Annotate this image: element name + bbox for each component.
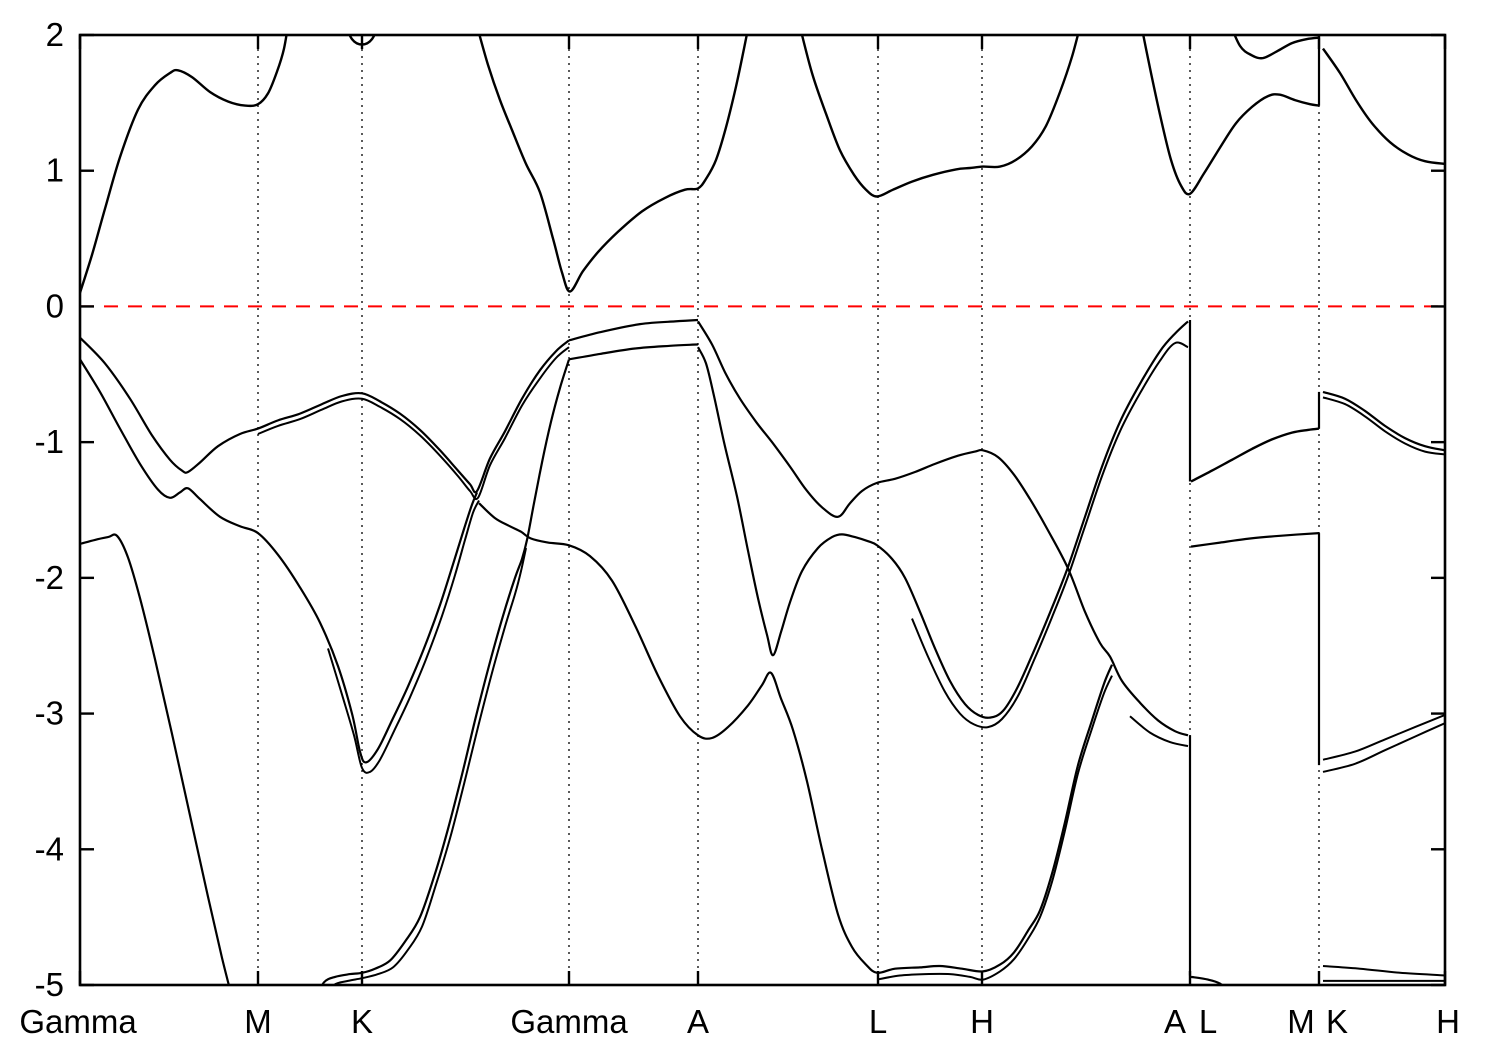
band-valence-bottom-mk-riser-b [332,547,527,985]
band-curves [80,35,1445,985]
k-label-a: A [687,1003,709,1040]
band-panel2-valence-top [1190,427,1320,483]
band-conduction-gamma2-a [478,35,748,293]
k-label-gamma: Gamma [510,1003,628,1040]
k-label-m: M [244,1003,272,1040]
band-valence-h-parabola-twin [911,341,1189,729]
band-panel3-valence-top-b [1322,396,1445,456]
y-tick-label: 0 [46,287,64,324]
plot-frame [78,33,1447,987]
band-valence-top-a [80,336,570,494]
k-label-m: M [1287,1003,1315,1040]
band-panel2-valence-bottom [1190,975,1224,985]
band-valence-a-steep-h-parabola-a2 [697,320,1189,719]
band-panel3-valence-mid-a [1322,713,1445,761]
y-tick-label: -5 [35,966,64,1003]
k-label-h: H [1436,1003,1460,1040]
band-panel3-valence-top-a [1322,390,1445,452]
k-label-a: A [1164,1003,1186,1040]
band-panel3-valence-mid-b [1322,722,1445,773]
band-valence-flat-gamma2-a-l-bottom [478,502,1114,974]
band-panel3-valence-bottom-a [1322,965,1445,977]
y-tick-label: -3 [35,695,64,732]
y-tick-label: 1 [46,152,64,189]
band-conduction-gamma-m-k [80,35,288,294]
k-label-k: K [1326,1003,1348,1040]
band-valence-flat-gamma-left-dive [80,533,230,985]
band-valence-bottom-mk-riser-a [320,359,571,985]
y-tick-label: 2 [46,16,64,53]
band-conduction-lm-upper [1233,35,1320,60]
band-valence-a-l-h-a2-upper [697,320,1189,737]
band-valence-gamma2-a-top [568,318,699,342]
y-tick-label: -1 [35,423,64,460]
y-tick-label: -4 [35,830,64,867]
band-conduction-l-h [800,35,1080,198]
band-valence-k-parabola-twin [327,500,480,774]
band-conduction-a2-l-m [1142,35,1320,196]
band-valence-top-b-twin [257,346,570,501]
band-panel2-valence-second [1190,532,1320,548]
band-valence-gamma2-a-second [568,343,699,361]
band-valence-second-gamma-m-k [80,358,479,764]
k-label-gamma: Gamma [19,1003,137,1040]
k-label-k: K [351,1003,373,1040]
y-tick-label: -2 [35,559,64,596]
band-valence-a2-min-twin [1129,715,1189,748]
k-label-l: L [1199,1003,1217,1040]
band-conduction-k-h [1322,47,1445,166]
band-valence-bottom-lh-twin [876,675,1113,981]
k-label-l: L [869,1003,887,1040]
k-label-h: H [970,1003,994,1040]
